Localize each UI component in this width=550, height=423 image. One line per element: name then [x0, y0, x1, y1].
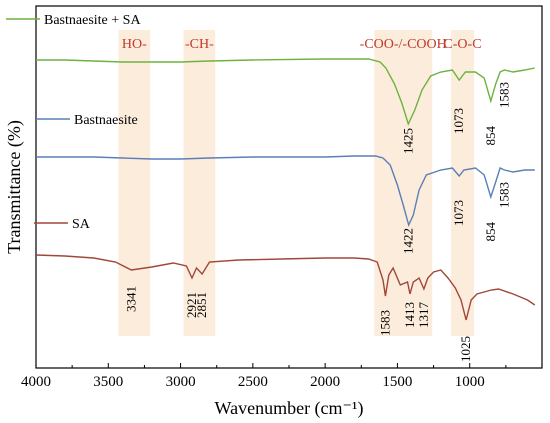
peak-label-9: 2921 [184, 292, 199, 318]
band-label-1: -CH- [185, 37, 214, 52]
band-label-0: HO- [122, 37, 147, 52]
peak-label-5: 1073 [451, 200, 466, 226]
series-label-1: Bastnaesite [74, 113, 138, 128]
peak-label-1: 1073 [451, 108, 466, 134]
band-1 [183, 30, 216, 336]
x-tick-label-6: 1000 [455, 374, 485, 390]
y-axis-label: Transmittance (%) [4, 120, 25, 254]
x-tick-label-4: 2000 [310, 374, 340, 390]
peak-label-12: 1413 [402, 302, 417, 328]
peak-label-10: 2851 [194, 292, 209, 318]
x-tick-label-1: 3500 [93, 374, 123, 390]
peak-label-0: 1425 [400, 128, 415, 154]
x-axis-label: Wavenumber (cm⁻¹) [215, 398, 364, 419]
annotations: Bastnaesite + SA Bastnaesite SA 1425 1073 854… [6, 13, 511, 362]
x-tick-label-3: 2500 [238, 374, 268, 390]
peak-label-8: 3341 [123, 286, 138, 312]
series-lines [35, 58, 536, 321]
band-3 [450, 30, 475, 336]
peak-label-4: 1422 [401, 228, 416, 254]
band-0 [118, 30, 151, 336]
band-label-3: C-O-C [443, 37, 481, 52]
peak-label-14: 1025 [458, 336, 473, 362]
series-label-0: Bastnaesite + SA [44, 13, 141, 28]
series-label-2: SA [72, 217, 91, 232]
peak-label-3: 1583 [496, 82, 511, 108]
peak-label-7: 1583 [496, 182, 511, 208]
x-tick-label-5: 1500 [382, 374, 412, 390]
band-label-2: -COO-/-COOH [360, 37, 447, 52]
x-axis-ticks: 4000 3500 3000 2500 2000 1500 1000 [21, 363, 507, 390]
series-line-2 [35, 254, 536, 321]
series-line-1 [36, 155, 535, 228]
peak-label-2: 854 [483, 126, 498, 146]
x-tick-label-0: 4000 [21, 374, 51, 390]
series-line-0 [36, 58, 535, 126]
peak-label-6: 854 [483, 222, 498, 242]
x-tick-label-2: 3000 [166, 374, 196, 390]
band-2 [374, 30, 433, 336]
peak-label-13: 1317 [416, 302, 431, 329]
peak-label-11: 1583 [377, 310, 392, 336]
